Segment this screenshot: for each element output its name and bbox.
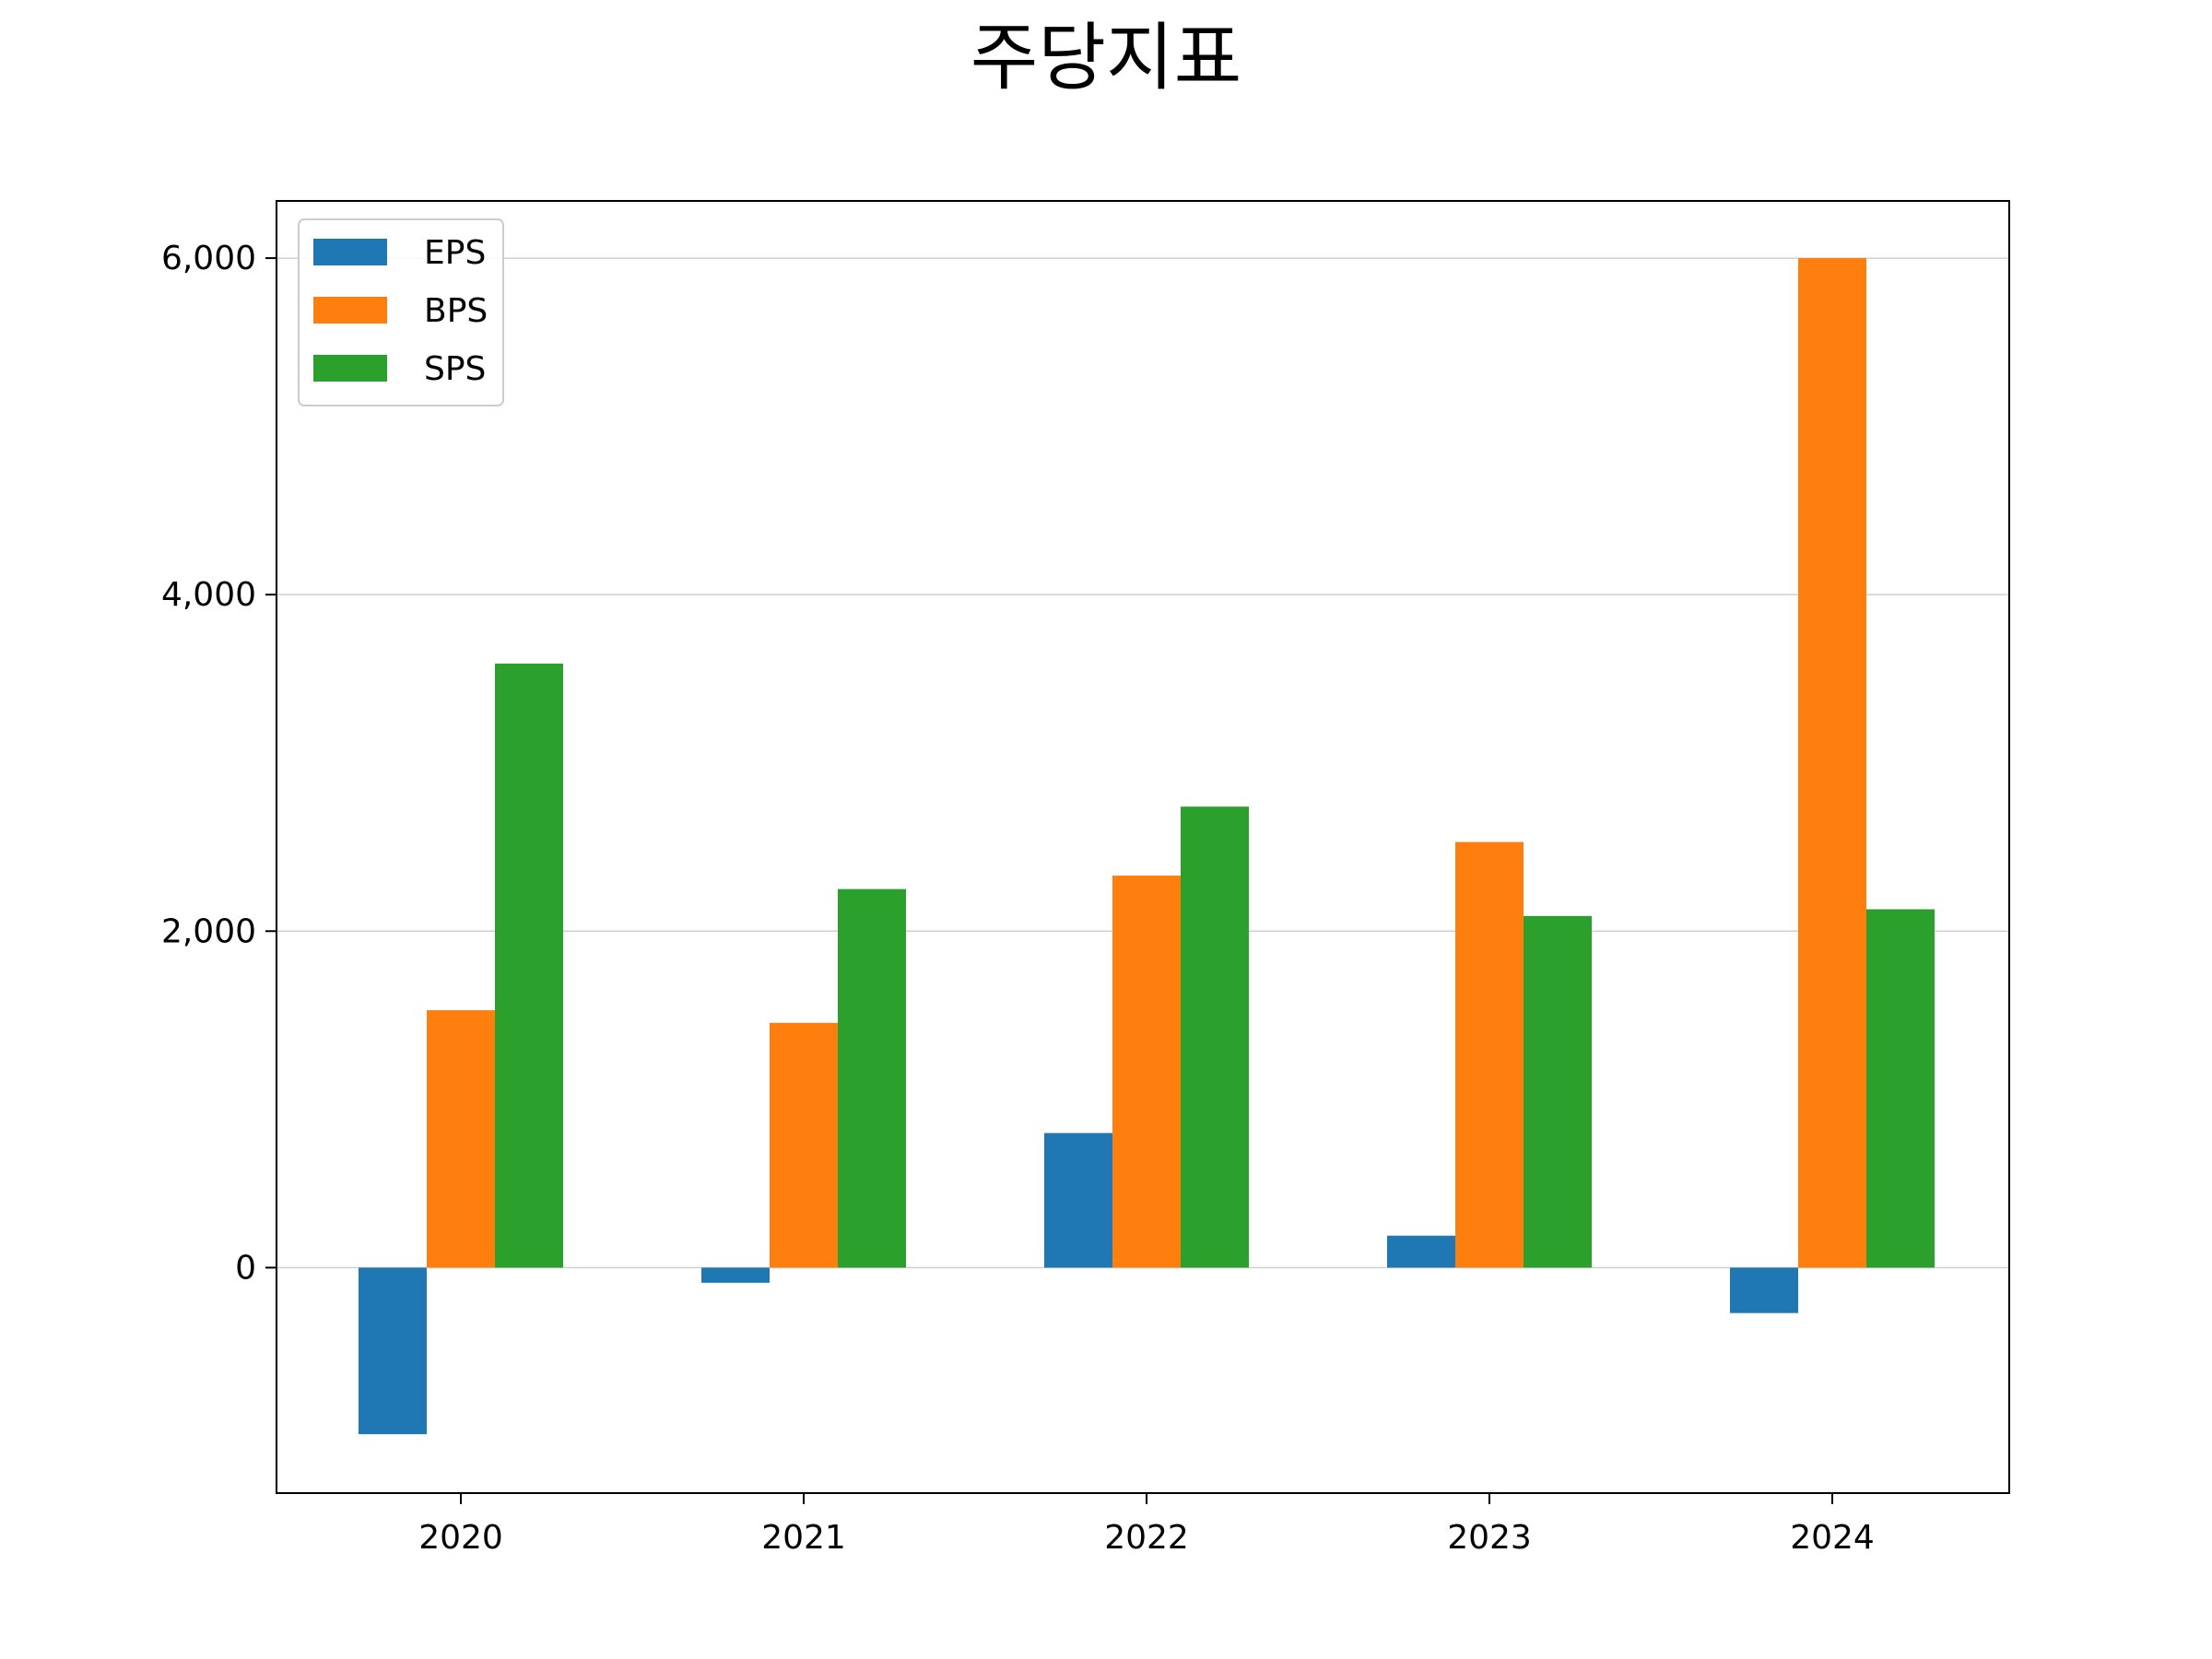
- x-tick-label: 2022: [1104, 1519, 1189, 1557]
- bar-eps-2023: [1387, 1235, 1455, 1268]
- bar-eps-2024: [1730, 1267, 1798, 1313]
- bar-sps-2023: [1524, 915, 1592, 1268]
- y-tick-label: 2,000: [161, 912, 256, 950]
- legend-label-eps: EPS: [424, 234, 486, 272]
- bar-bps-2023: [1455, 841, 1524, 1268]
- plot-frame: [276, 200, 2010, 1494]
- bar-sps-2021: [838, 888, 906, 1268]
- bar-sps-2020: [495, 664, 563, 1268]
- bar-sps-2022: [1181, 806, 1249, 1268]
- x-tick-label: 2021: [761, 1519, 846, 1557]
- y-tick-label: 0: [235, 1249, 256, 1287]
- bar-bps-2022: [1112, 876, 1181, 1268]
- bar-sps-2024: [1866, 909, 1935, 1268]
- bar-eps-2021: [701, 1267, 770, 1283]
- legend-label-bps: BPS: [424, 292, 488, 330]
- y-tick-label: 6,000: [161, 240, 256, 277]
- x-tick-label: 2024: [1790, 1519, 1875, 1557]
- bar-eps-2020: [359, 1267, 427, 1435]
- y-tick-label: 4,000: [161, 576, 256, 614]
- chart-title: 주당지표: [971, 15, 1241, 100]
- legend: EPS BPS SPS: [298, 218, 504, 406]
- x-tick-label: 2023: [1447, 1519, 1532, 1557]
- axis-ticks: 0 2,000 4,000 6,000 2020 2021 2022 2023 2024: [161, 240, 1875, 1557]
- legend-swatch-eps: [313, 239, 387, 265]
- legend-swatch-sps: [313, 355, 387, 382]
- legend-swatch-bps: [313, 297, 387, 324]
- x-tick-label: 2020: [418, 1519, 503, 1557]
- bar-eps-2022: [1044, 1133, 1112, 1268]
- bar-bps-2021: [770, 1022, 838, 1268]
- bar-bps-2024: [1798, 258, 1866, 1268]
- legend-label-sps: SPS: [424, 350, 486, 388]
- bars: [359, 258, 1935, 1435]
- plot-area: [276, 201, 2009, 1493]
- bar-bps-2020: [427, 1010, 495, 1268]
